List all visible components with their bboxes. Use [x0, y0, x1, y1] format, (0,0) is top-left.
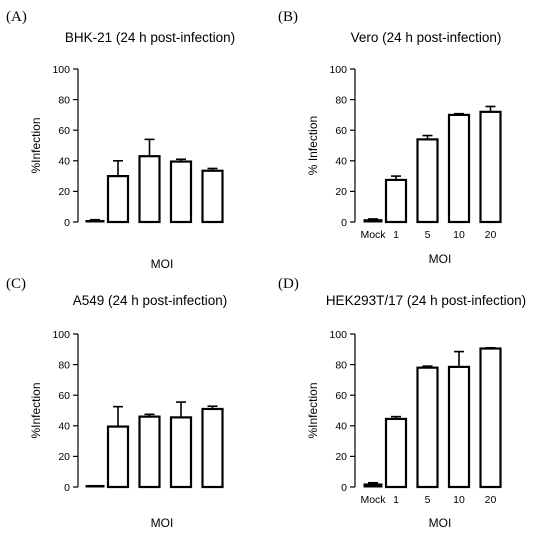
y-axis-label: %Infection [306, 382, 320, 438]
y-tick-label: 100 [52, 329, 70, 341]
chart-panel-2: (B) Vero (24 h post-infection) 0 20 40 60 80 10… [278, 9, 502, 266]
bar-moi-5 [138, 155, 161, 224]
bar-moi-1 [106, 425, 130, 489]
x-axis-label: MOI [151, 516, 174, 530]
chart-title: HEK293T/17 (24 h post-infection) [326, 293, 526, 308]
bar-mock [85, 484, 105, 488]
y-tick-label: 40 [58, 421, 70, 433]
panel-letter: (A) [6, 9, 27, 25]
y-tick-label: 60 [58, 390, 70, 402]
chart-panel-1: (A) BHK-21 (24 h post-infection) 0 20 40 60 80… [6, 9, 235, 271]
x-axis-label: MOI [151, 257, 174, 271]
y-tick-label: 20 [58, 451, 70, 463]
x-tick-label: 1 [393, 494, 399, 506]
bar-moi-1 [384, 417, 408, 489]
x-tick-label: 20 [485, 229, 497, 241]
y-tick-label: 20 [335, 186, 347, 198]
x-tick-label: 10 [453, 229, 465, 241]
y-axis-label: %Infection [29, 117, 43, 173]
y-tick-label: 60 [335, 390, 347, 402]
y-tick-label: 0 [341, 482, 347, 494]
bar-moi-10 [169, 160, 193, 224]
y-tick-label: 100 [329, 64, 347, 76]
y-tick-label: 100 [52, 64, 70, 76]
x-tick-label: 5 [425, 229, 431, 241]
chart-panel-3: (C) A549 (24 h post-infection) 0 20 40 60 80 10… [6, 276, 227, 530]
y-tick-label: 40 [335, 421, 347, 433]
x-tick-label: 10 [453, 494, 465, 506]
y-axis-label: % Infection [306, 116, 320, 175]
y-tick-label: 100 [329, 329, 347, 341]
chart-title: BHK-21 (24 h post-infection) [65, 30, 235, 45]
y-tick-label: 20 [335, 451, 347, 463]
x-axis-label: MOI [429, 252, 452, 266]
bar-moi-1 [106, 175, 130, 224]
y-tick-label: 60 [58, 125, 70, 137]
bar-moi-10 [447, 365, 471, 489]
y-tick-label: 80 [58, 94, 70, 106]
y-tick-label: 0 [64, 482, 70, 494]
y-tick-label: 80 [335, 94, 347, 106]
y-tick-label: 20 [58, 186, 70, 198]
panel-letter: (B) [278, 9, 298, 25]
panel-letter: (D) [278, 276, 299, 292]
bar-mock [363, 483, 383, 488]
y-axis-label: %Infection [29, 382, 43, 438]
x-tick-label: Mock [360, 229, 386, 241]
y-tick-label: 80 [58, 359, 70, 371]
y-tick-label: 80 [335, 359, 347, 371]
x-tick-label: 20 [485, 494, 497, 506]
bar-moi-10 [447, 113, 471, 224]
x-tick-label: 1 [393, 229, 399, 241]
bar-moi-20 [479, 110, 502, 224]
bar-moi-20 [201, 169, 224, 224]
chart-panel-4: (D) HEK293T/17 (24 h post-infection) 0 20 40… [278, 276, 526, 530]
y-tick-label: 40 [58, 156, 70, 168]
bar-moi-5 [416, 366, 439, 489]
panel-letter: (C) [6, 276, 26, 292]
y-tick-label: 40 [335, 156, 347, 168]
bar-moi-5 [138, 415, 161, 489]
chart-title: Vero (24 h post-infection) [351, 30, 502, 45]
bar-moi-1 [384, 178, 408, 224]
bar-mock [85, 219, 105, 223]
bar-moi-20 [479, 347, 502, 489]
y-tick-label: 60 [335, 125, 347, 137]
y-tick-label: 0 [341, 217, 347, 229]
chart-title: A549 (24 h post-infection) [73, 293, 228, 308]
x-tick-label: Mock [360, 494, 386, 506]
x-axis-label: MOI [429, 516, 452, 530]
x-tick-label: 5 [425, 494, 431, 506]
bar-moi-10 [169, 416, 193, 489]
bar-moi-5 [416, 138, 439, 224]
y-tick-label: 0 [64, 217, 70, 229]
bar-moi-20 [201, 407, 224, 489]
bar-mock [363, 219, 383, 223]
